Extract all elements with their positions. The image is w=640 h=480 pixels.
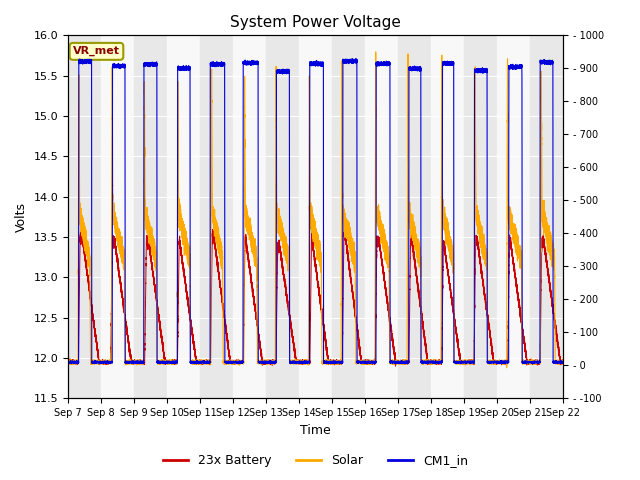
Legend: 23x Battery, Solar, CM1_in: 23x Battery, Solar, CM1_in [158, 449, 474, 472]
Bar [167, 36, 200, 398]
Bar [431, 36, 464, 398]
Y-axis label: Volts: Volts [15, 202, 28, 232]
Bar [398, 36, 431, 398]
Bar [464, 36, 497, 398]
Bar [497, 36, 530, 398]
Bar [365, 36, 398, 398]
Bar [68, 36, 101, 398]
Bar [134, 36, 167, 398]
Text: VR_met: VR_met [73, 46, 120, 57]
Bar [266, 36, 299, 398]
Bar [332, 36, 365, 398]
Bar [233, 36, 266, 398]
Bar [530, 36, 563, 398]
Bar [200, 36, 233, 398]
Bar [299, 36, 332, 398]
Title: System Power Voltage: System Power Voltage [230, 15, 401, 30]
X-axis label: Time: Time [300, 424, 331, 437]
Bar [101, 36, 134, 398]
